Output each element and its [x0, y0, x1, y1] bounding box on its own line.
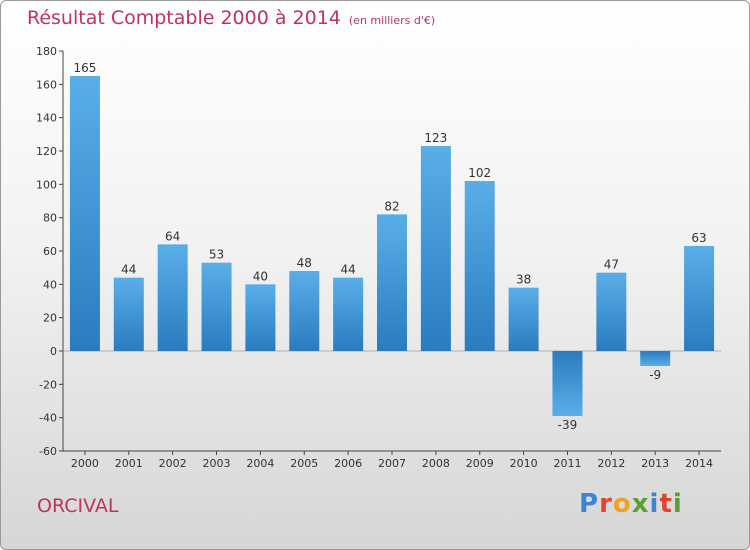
y-tick-label: -20: [39, 378, 57, 391]
x-tick-label: 2012: [597, 457, 625, 470]
y-tick-label: 100: [36, 178, 57, 191]
x-tick-label: 2009: [466, 457, 494, 470]
bar-2009: [464, 181, 495, 351]
value-label-2007: 82: [384, 199, 399, 213]
chart-title-text: Résultat Comptable 2000 à 2014: [27, 7, 341, 29]
x-tick-label: 2002: [159, 457, 187, 470]
chart-subtitle: (en milliers d'€): [348, 14, 436, 27]
x-tick-label: 2006: [334, 457, 362, 470]
y-tick-label: 20: [43, 312, 57, 325]
y-tick-label: 140: [36, 112, 57, 125]
bar-2003: [201, 262, 232, 351]
bar-2013: [640, 351, 671, 366]
value-label-2006: 44: [340, 263, 355, 277]
value-label-2013: -9: [649, 368, 661, 382]
value-label-2010: 38: [516, 273, 531, 287]
x-tick-label: 2008: [422, 457, 450, 470]
bar-2002: [157, 244, 188, 351]
y-tick-label: 80: [43, 212, 57, 225]
x-tick-label: 2011: [553, 457, 581, 470]
value-label-2008: 123: [424, 131, 447, 145]
bar-2001: [113, 277, 144, 351]
brand-letter: i: [649, 489, 660, 519]
y-tick-label: 160: [36, 78, 57, 91]
value-label-2014: 63: [691, 231, 706, 245]
y-tick-label: 180: [36, 45, 57, 58]
value-label-2005: 48: [297, 256, 312, 270]
bar-2014: [684, 246, 715, 351]
bar-2011: [552, 351, 583, 416]
brand-letter: i: [672, 489, 683, 519]
brand-letter: t: [659, 489, 673, 519]
data-labels: 165 44 64 53 40 48 44 82 123 102 38 -39 47 -9 63: [73, 61, 706, 432]
bar-2006: [333, 277, 364, 351]
value-label-2003: 53: [209, 248, 224, 262]
y-tick-label: 120: [36, 145, 57, 158]
x-tick-label: 2007: [378, 457, 406, 470]
bar-2008: [420, 146, 451, 351]
chart-title: Résultat Comptable 2000 à 2014 (en millie…: [27, 7, 435, 29]
x-tick-label: 2001: [115, 457, 143, 470]
y-tick-label: 60: [43, 245, 57, 258]
x-tick-label: 2014: [685, 457, 713, 470]
x-tick-label: 2000: [71, 457, 99, 470]
brand-letter: o: [612, 489, 632, 519]
bar-2007: [377, 214, 407, 351]
value-label-2004: 40: [253, 269, 268, 283]
bar-2010: [508, 287, 539, 351]
x-tick-label: 2003: [203, 457, 231, 470]
value-label-2000: 165: [73, 61, 96, 75]
value-label-2009: 102: [468, 166, 491, 180]
brand-letter: P: [579, 489, 600, 519]
y-tick-label: -40: [39, 412, 57, 425]
bar-2000: [69, 76, 100, 351]
brand-letter: r: [599, 489, 613, 519]
y-tick-label: -60: [39, 445, 57, 458]
place-name: ORCIVAL: [37, 495, 119, 517]
x-tick-label: 2005: [290, 457, 318, 470]
brand-logo: Proxiti: [579, 489, 683, 519]
y-tick-label: 0: [50, 345, 57, 358]
x-tick-label: 2010: [510, 457, 538, 470]
bar-2004: [245, 284, 276, 351]
x-tick-label: 2013: [641, 457, 669, 470]
brand-letter: x: [631, 489, 650, 519]
bar-2005: [289, 271, 320, 351]
value-label-2012: 47: [604, 258, 619, 272]
value-label-2001: 44: [121, 263, 136, 277]
y-tick-label: 40: [43, 278, 57, 291]
bar-2012: [596, 272, 627, 351]
value-label-2002: 64: [165, 229, 180, 243]
x-tick-label: 2004: [246, 457, 274, 470]
value-label-2011: -39: [558, 418, 578, 432]
bars: [69, 76, 715, 416]
